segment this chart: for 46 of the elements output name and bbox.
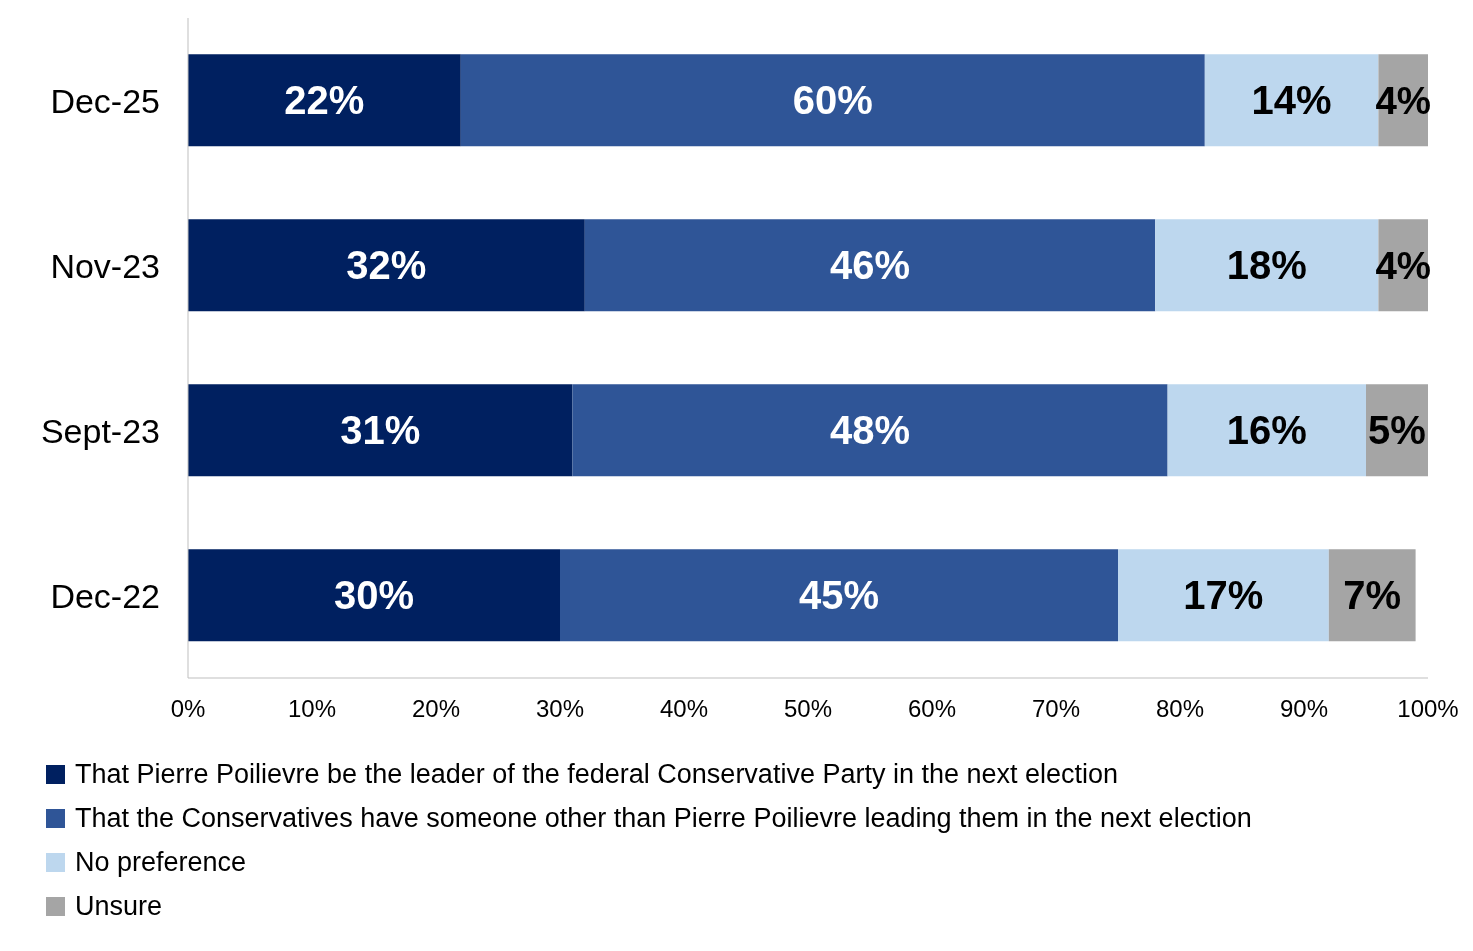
data-label: 32% (346, 243, 427, 288)
y-tick-label: Dec-25 (50, 81, 160, 120)
data-label: 16% (1226, 408, 1307, 453)
bar (188, 384, 573, 477)
y-tick-label: Nov-23 (50, 246, 160, 285)
x-tick-label: 20% (411, 695, 461, 723)
data-label: 4% (1375, 78, 1431, 122)
x-tick-label: 0% (170, 695, 206, 723)
data-label: 30% (333, 573, 415, 618)
bar (1328, 549, 1416, 642)
data-label: 46% (829, 243, 911, 288)
x-tick-label: 80% (1155, 695, 1205, 723)
legend-label: That Pierre Poilievre be the leader of the federal Conservative Party in the next election (75, 758, 1119, 791)
legend-label: No preference (75, 846, 247, 879)
data-label: 7% (1343, 573, 1402, 618)
data-label: 18% (1226, 243, 1307, 288)
bar (188, 549, 560, 642)
x-tick-label: 100% (1397, 695, 1459, 723)
bar (1167, 384, 1366, 477)
x-tick-label: 60% (907, 695, 957, 723)
data-label: 48% (829, 408, 911, 453)
bar (188, 54, 461, 147)
y-tick-label: Dec-22 (50, 576, 160, 615)
legend-label: That the Conservatives have someone other than Pierre Poilievre leading them in the next election (75, 802, 1252, 835)
bar (584, 219, 1156, 312)
data-label: 31% (340, 408, 421, 453)
data-label: 22% (284, 78, 365, 123)
data-label: 14% (1251, 78, 1332, 123)
legend-label: Unsure (75, 890, 163, 923)
x-tick-label: 30% (535, 695, 585, 723)
data-label: 4% (1375, 243, 1431, 287)
bar (572, 384, 1168, 477)
bar (460, 54, 1205, 147)
bar (560, 549, 1118, 642)
data-label: 17% (1183, 573, 1264, 618)
x-tick-label: 40% (659, 695, 709, 723)
data-label: 5% (1368, 408, 1426, 453)
bar (188, 219, 585, 312)
x-tick-label: 50% (783, 695, 833, 723)
data-label: 60% (792, 78, 873, 123)
x-tick-label: 10% (287, 695, 337, 723)
x-tick-label: 90% (1279, 695, 1329, 723)
bar (1118, 549, 1329, 642)
y-tick-label: Sept-23 (40, 411, 160, 450)
x-tick-label: 70% (1031, 695, 1081, 723)
data-label: 45% (798, 573, 880, 618)
